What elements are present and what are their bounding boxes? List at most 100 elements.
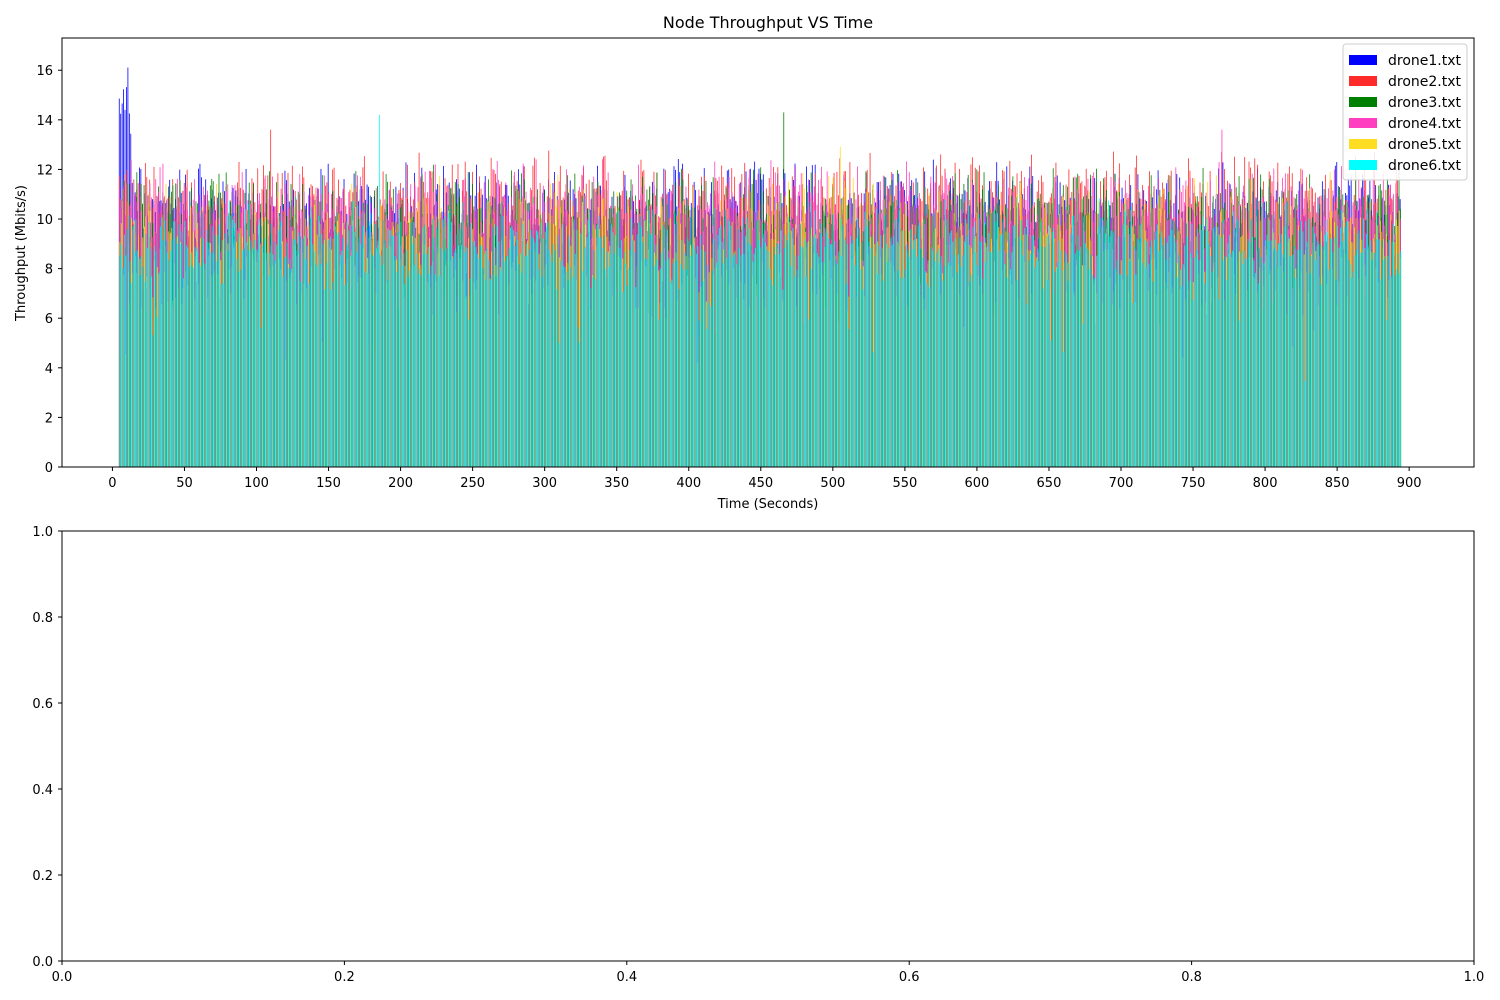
bar bbox=[422, 227, 423, 467]
bar bbox=[328, 239, 330, 467]
bar bbox=[733, 252, 735, 467]
bar bbox=[806, 242, 808, 467]
bar bbox=[342, 237, 344, 467]
bar bbox=[651, 232, 653, 467]
bar bbox=[223, 283, 225, 467]
bar bbox=[409, 270, 411, 467]
bar bbox=[831, 244, 833, 467]
bar bbox=[465, 246, 467, 467]
bar bbox=[864, 211, 866, 467]
bar bbox=[786, 240, 788, 467]
bar bbox=[139, 274, 141, 467]
bar bbox=[579, 217, 580, 467]
series-drone6 bbox=[119, 114, 1402, 468]
bar bbox=[311, 206, 313, 468]
bar bbox=[161, 217, 163, 467]
bar bbox=[213, 253, 215, 467]
bar bbox=[298, 232, 300, 467]
bar bbox=[528, 249, 530, 467]
bar bbox=[838, 251, 840, 467]
bar bbox=[671, 279, 673, 467]
bar bbox=[347, 245, 349, 467]
bar bbox=[280, 221, 282, 467]
bar bbox=[618, 210, 619, 467]
bar bbox=[541, 276, 543, 467]
bar bbox=[783, 247, 785, 467]
bar bbox=[811, 269, 812, 467]
bar bbox=[459, 229, 461, 467]
bar bbox=[505, 256, 507, 467]
bar bbox=[427, 246, 429, 467]
bar bbox=[606, 251, 608, 467]
bar bbox=[818, 256, 820, 467]
bar bbox=[219, 224, 220, 467]
bar bbox=[750, 245, 752, 467]
bar bbox=[368, 221, 370, 467]
bar bbox=[429, 273, 431, 467]
bar bbox=[854, 265, 856, 467]
bar bbox=[727, 218, 729, 467]
bar bbox=[383, 220, 385, 467]
bar bbox=[808, 319, 810, 467]
bar bbox=[466, 248, 468, 467]
bar bbox=[168, 259, 170, 467]
bar bbox=[775, 254, 776, 467]
bar bbox=[393, 235, 395, 467]
bar bbox=[613, 253, 615, 467]
bar bbox=[655, 244, 657, 467]
bar bbox=[501, 201, 503, 467]
bar bbox=[214, 235, 216, 467]
bar bbox=[286, 242, 288, 467]
bar bbox=[128, 215, 130, 467]
bar bbox=[488, 260, 490, 467]
bar bbox=[825, 228, 827, 467]
bar bbox=[190, 253, 191, 467]
bar bbox=[631, 218, 632, 467]
bar bbox=[723, 263, 725, 467]
bar bbox=[600, 236, 602, 467]
bar bbox=[191, 265, 193, 467]
bar bbox=[646, 259, 648, 467]
bar bbox=[616, 211, 618, 467]
bar bbox=[708, 302, 710, 467]
bar bbox=[370, 213, 372, 467]
bar bbox=[410, 222, 412, 467]
bar bbox=[237, 272, 239, 467]
bar bbox=[533, 238, 534, 467]
bar bbox=[530, 230, 532, 467]
bar bbox=[684, 252, 686, 467]
bar bbox=[295, 196, 297, 467]
bar bbox=[414, 264, 416, 467]
bar bbox=[455, 248, 457, 467]
bar bbox=[371, 253, 373, 467]
bar bbox=[844, 239, 846, 467]
bar bbox=[448, 212, 449, 467]
bar bbox=[612, 232, 614, 467]
bar bbox=[253, 249, 255, 467]
bar bbox=[893, 235, 895, 467]
bar bbox=[495, 276, 497, 467]
bar bbox=[731, 256, 733, 467]
bar bbox=[589, 209, 591, 468]
bar bbox=[667, 229, 668, 467]
bar bbox=[654, 265, 655, 467]
bar bbox=[340, 255, 341, 467]
bar bbox=[890, 237, 892, 467]
bar bbox=[659, 268, 661, 467]
bar bbox=[406, 249, 408, 467]
bar bbox=[433, 237, 435, 467]
bar bbox=[224, 233, 226, 467]
bar bbox=[645, 220, 647, 467]
bar bbox=[619, 248, 621, 467]
bar bbox=[721, 241, 723, 467]
bar bbox=[560, 260, 562, 467]
bar bbox=[386, 247, 387, 467]
bar bbox=[162, 240, 164, 467]
bar bbox=[870, 248, 872, 467]
bar bbox=[595, 279, 596, 467]
bar bbox=[553, 244, 555, 467]
bar bbox=[305, 258, 307, 467]
bar bbox=[315, 263, 317, 467]
bar bbox=[855, 238, 857, 467]
bar bbox=[232, 219, 233, 467]
